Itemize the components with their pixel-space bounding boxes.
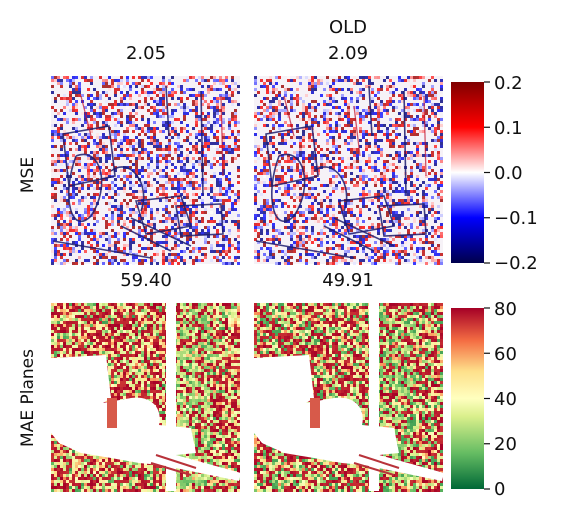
colorbar-mae-tick-label: 0 (494, 479, 505, 500)
heatmap-mae-left (51, 303, 241, 492)
colorbar-mse-tick-label: 0.1 (494, 118, 523, 139)
panel-title-mae-right: 49.91 (322, 270, 374, 291)
row-label-mse: MSE (18, 157, 38, 193)
row-label-mae-planes: MAE Planes (18, 349, 38, 447)
panel-title-mse-right: 2.09 (328, 43, 368, 64)
column-header: OLD (329, 17, 367, 38)
colorbar-mse-ticks (484, 82, 490, 263)
colorbar-mae-ticks (484, 308, 490, 489)
heatmap-mse-right (254, 76, 443, 265)
panel-title-mae-left: 59.40 (120, 270, 172, 291)
heatmap-mae-right (254, 303, 444, 492)
colorbar-mae (451, 308, 484, 489)
colorbar-mse (451, 82, 484, 263)
colorbar-mse-tick-label: −0.2 (494, 253, 538, 274)
colorbar-mae-tick-label: 80 (494, 299, 517, 320)
panel-title-mse-left: 2.05 (126, 43, 166, 64)
colorbar-mae-tick-label: 40 (494, 389, 517, 410)
colorbar-mse-tick-label: −0.1 (494, 208, 538, 229)
colorbar-mae-tick-label: 20 (494, 434, 517, 455)
colorbar-mse-tick-label: 0.0 (494, 163, 523, 184)
colorbar-mse-tick-label: 0.2 (494, 73, 523, 94)
colorbar-mae-tick-label: 60 (494, 344, 517, 365)
heatmap-mse-left (51, 76, 240, 265)
